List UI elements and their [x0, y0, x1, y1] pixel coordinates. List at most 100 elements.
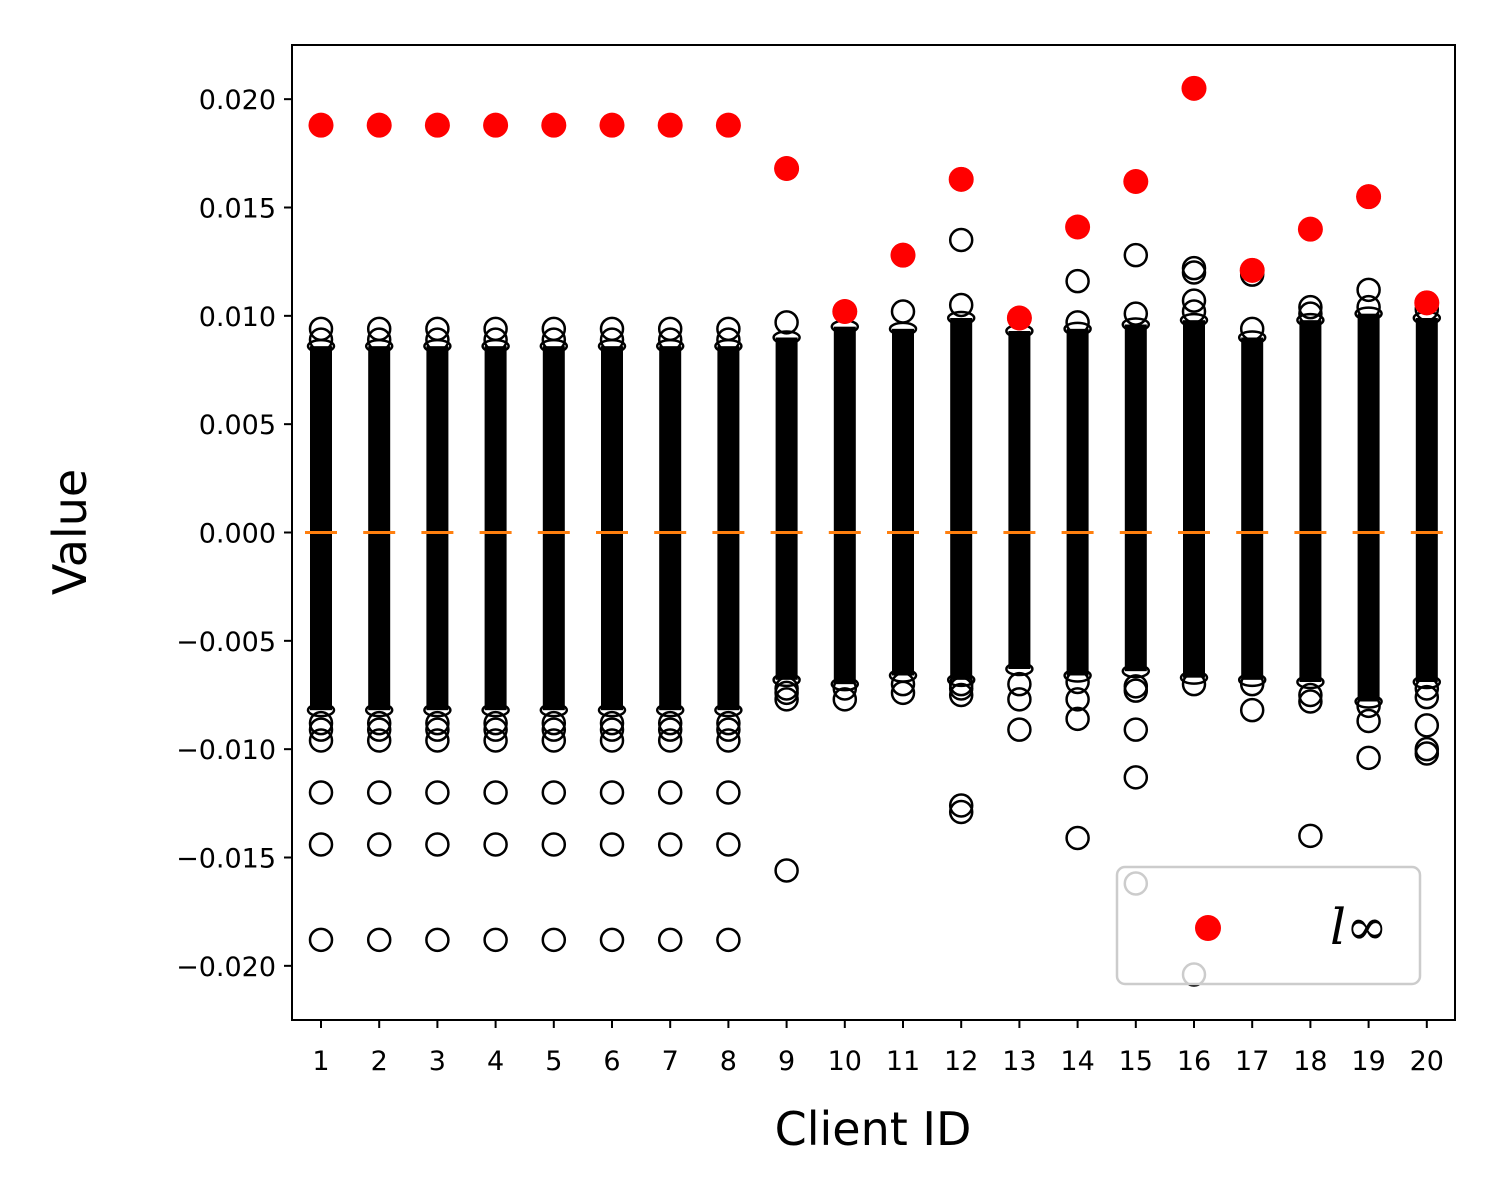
linf-point	[890, 242, 916, 268]
x-tick-label: 4	[487, 1046, 504, 1077]
y-axis: 0.020 0.015 0.010 0.005 0.000 −0.005 −0.010 −0.…	[176, 85, 292, 983]
outlier-point	[483, 728, 508, 753]
outlier-point	[890, 299, 916, 324]
x-axis: 1 2 3 4 5 6 7 8 9 10 11 12 13 14 15 16 17 18 19 20	[312, 1020, 1444, 1077]
outlier-point	[948, 676, 974, 701]
outlier-point	[366, 780, 392, 805]
outlier-point	[1123, 717, 1149, 742]
distribution-cloud	[601, 346, 623, 711]
outlier-point	[1414, 713, 1440, 738]
linf-point	[308, 112, 334, 138]
legend: l∞	[1115, 865, 1422, 986]
outlier-point	[425, 710, 450, 736]
outlier-point	[425, 728, 450, 753]
outlier-point	[308, 780, 334, 805]
x-tick-label: 15	[1119, 1046, 1153, 1077]
outlier-point	[1065, 687, 1090, 712]
outlier-point	[599, 327, 625, 352]
linf-point	[424, 112, 450, 138]
distribution-cloud-cap-bottom	[772, 672, 801, 688]
distribution-cloud	[775, 337, 798, 680]
x-tick-label: 3	[429, 1046, 446, 1077]
outlier-point	[308, 728, 334, 753]
x-tick-label: 18	[1293, 1046, 1327, 1077]
outlier-point	[890, 671, 916, 697]
outlier-point	[1123, 765, 1149, 790]
x-tick-label: 12	[944, 1046, 978, 1077]
outlier-point	[483, 832, 508, 857]
outlier-point	[948, 292, 974, 318]
y-tick-label: 0.005	[199, 410, 276, 441]
distribution-cloud	[1241, 337, 1264, 680]
outlier-point	[774, 310, 799, 335]
linf-point	[948, 166, 974, 192]
distribution-cloud-cap-top	[1237, 330, 1267, 345]
y-tick-label: −0.015	[176, 844, 276, 875]
distribution-cloud	[1183, 320, 1205, 678]
outlier-point	[425, 717, 450, 742]
outlier-point	[1065, 706, 1090, 732]
outlier-point	[1181, 260, 1207, 285]
distribution-clouds	[306, 306, 1442, 718]
outlier-point	[308, 710, 334, 736]
distribution-cloud-cap-top	[1179, 312, 1209, 328]
outlier-point	[657, 728, 683, 753]
outlier-point	[716, 728, 741, 753]
legend-marker	[1195, 915, 1221, 941]
outlier-point	[425, 316, 450, 342]
distribution-cloud-cap-bottom	[364, 702, 394, 718]
distribution-cloud-cap-top	[772, 330, 801, 345]
outlier-point	[308, 316, 334, 342]
distribution-cloud	[1357, 313, 1380, 702]
outlier-point	[716, 710, 741, 736]
outlier-point	[657, 717, 683, 742]
distribution-cloud-cap-bottom	[481, 702, 510, 718]
outlier-point	[716, 327, 741, 352]
outlier-point	[541, 780, 567, 805]
outlier-point	[1239, 697, 1265, 723]
outlier-point	[1123, 301, 1149, 326]
y-tick-label: −0.005	[176, 627, 276, 658]
outlier-point	[657, 780, 683, 805]
outlier-point	[308, 717, 334, 742]
outlier-point	[657, 832, 683, 857]
outlier-point	[832, 687, 858, 712]
outlier-point	[1007, 671, 1032, 697]
y-tick-label: 0.020	[199, 85, 276, 116]
distribution-cloud-cap-top	[1354, 306, 1383, 321]
outlier-point	[366, 316, 392, 342]
outlier-point	[599, 832, 625, 857]
outlier-point	[657, 710, 683, 736]
outlier-point	[541, 832, 567, 857]
outlier-point	[948, 799, 974, 825]
linf-point	[599, 112, 625, 138]
distribution-cloud-cap-bottom	[1005, 661, 1034, 677]
distribution-cloud	[950, 318, 973, 680]
y-tick-label: −0.020	[176, 952, 276, 983]
outlier-point	[1298, 823, 1323, 849]
distribution-cloud-cap-bottom	[597, 702, 627, 718]
distribution-cloud-cap-bottom	[539, 702, 569, 718]
outlier-point	[425, 832, 450, 857]
outlier-point	[366, 717, 392, 742]
outlier-point	[657, 927, 683, 953]
x-tick-label: 17	[1235, 1046, 1269, 1077]
outlier-point	[599, 728, 625, 753]
outlier-point	[483, 927, 508, 953]
outlier-point	[541, 316, 567, 342]
outlier-point	[1356, 294, 1381, 320]
linf-point	[1356, 184, 1382, 210]
outlier-point	[1181, 299, 1207, 324]
outlier-point	[1065, 825, 1090, 851]
x-tick-label: 9	[778, 1046, 795, 1077]
outlier-point	[599, 316, 625, 342]
linf-point	[1297, 216, 1323, 242]
outlier-point	[1356, 745, 1381, 771]
linf-point	[657, 112, 683, 138]
y-tick-label: 0.015	[199, 194, 276, 225]
outlier-point	[890, 680, 916, 706]
linf-points	[308, 75, 1440, 331]
outlier-point	[1356, 277, 1381, 303]
outlier-point	[1239, 671, 1265, 697]
outlier-point	[541, 327, 567, 352]
